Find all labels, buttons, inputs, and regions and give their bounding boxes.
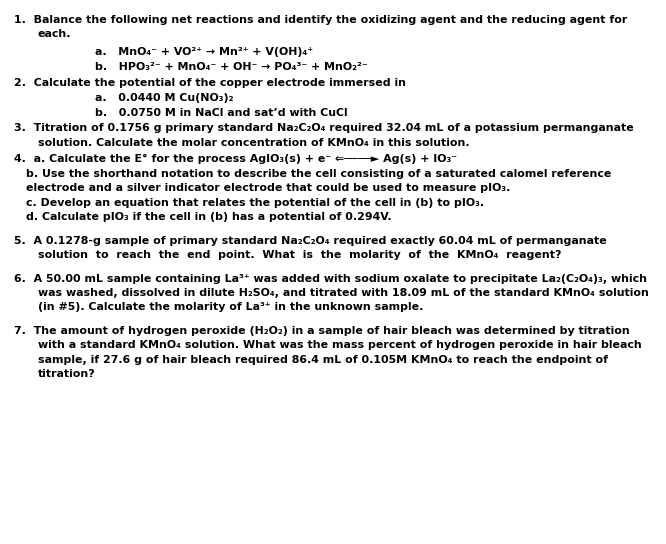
Text: with a standard KMnO₄ solution. What was the mass percent of hydrogen peroxide i: with a standard KMnO₄ solution. What was… — [38, 340, 642, 350]
Text: d. Calculate pIO₃ if the cell in (b) has a potential of 0.294V.: d. Calculate pIO₃ if the cell in (b) has… — [26, 212, 392, 222]
Text: titration?: titration? — [38, 369, 96, 379]
Text: 5.  A 0.1278-g sample of primary standard Na₂C₂O₄ required exactly 60.04 mL of p: 5. A 0.1278-g sample of primary standard… — [15, 236, 607, 246]
Text: 3.  Titration of 0.1756 g primary standard Na₂C₂O₄ required 32.04 mL of a potass: 3. Titration of 0.1756 g primary standar… — [15, 123, 634, 133]
Text: b. Use the shorthand notation to describe the cell consisting of a saturated cal: b. Use the shorthand notation to describ… — [26, 169, 611, 178]
Text: 2.  Calculate the potential of the copper electrode immersed in: 2. Calculate the potential of the copper… — [15, 78, 406, 89]
Text: 6.  A 50.00 mL sample containing La³⁺ was added with sodium oxalate to precipita: 6. A 50.00 mL sample containing La³⁺ was… — [15, 274, 647, 283]
Text: was washed, dissolved in dilute H₂SO₄, and titrated with 18.09 mL of the standar: was washed, dissolved in dilute H₂SO₄, a… — [38, 288, 649, 298]
Text: sample, if 27.6 g of hair bleach required 86.4 mL of 0.105M KMnO₄ to reach the e: sample, if 27.6 g of hair bleach require… — [38, 355, 608, 364]
Text: each.: each. — [38, 29, 71, 39]
Text: c. Develop an equation that relates the potential of the cell in (b) to pIO₃.: c. Develop an equation that relates the … — [26, 198, 484, 208]
Text: b.   HPO₃²⁻ + MnO₄⁻ + OH⁻ → PO₄³⁻ + MnO₂²⁻: b. HPO₃²⁻ + MnO₄⁻ + OH⁻ → PO₄³⁻ + MnO₂²⁻ — [95, 63, 368, 72]
Text: solution  to  reach  the  end  point.  What  is  the  molarity  of  the  KMnO₄  : solution to reach the end point. What is… — [38, 250, 561, 260]
Text: electrode and a silver indicator electrode that could be used to measure pIO₃.: electrode and a silver indicator electro… — [26, 183, 511, 193]
Text: a.   MnO₄⁻ + VO²⁺ → Mn²⁺ + V(OH)₄⁺: a. MnO₄⁻ + VO²⁺ → Mn²⁺ + V(OH)₄⁺ — [95, 47, 313, 57]
Text: a.   0.0440 M Cu(NO₃)₂: a. 0.0440 M Cu(NO₃)₂ — [95, 93, 233, 103]
Text: 1.  Balance the following net reactions and identify the oxidizing agent and the: 1. Balance the following net reactions a… — [15, 15, 628, 25]
Text: (in #5). Calculate the molarity of La³⁺ in the unknown sample.: (in #5). Calculate the molarity of La³⁺ … — [38, 302, 424, 312]
Text: 4.  a. Calculate the E° for the process AgIO₃(s) + e⁻ ⇐────► Ag(s) + IO₃⁻: 4. a. Calculate the E° for the process A… — [15, 153, 458, 164]
Text: 7.  The amount of hydrogen peroxide (H₂O₂) in a sample of hair bleach was determ: 7. The amount of hydrogen peroxide (H₂O₂… — [15, 326, 630, 336]
Text: b.   0.0750 M in NaCl and sat’d with CuCl: b. 0.0750 M in NaCl and sat’d with CuCl — [95, 108, 348, 118]
Text: solution. Calculate the molar concentration of KMnO₄ in this solution.: solution. Calculate the molar concentrat… — [38, 138, 470, 147]
